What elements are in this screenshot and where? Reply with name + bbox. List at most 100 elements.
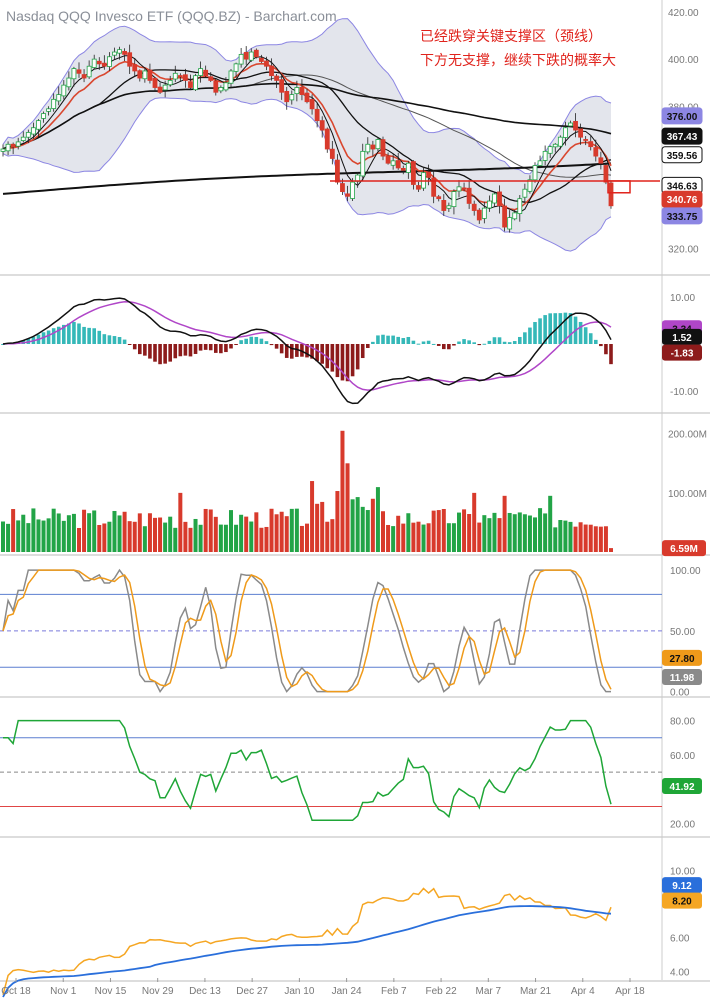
macd-histogram-bar [371,341,375,344]
volume-bar [593,526,598,552]
candle-body [253,49,259,58]
price-tick-label: 400.00 [668,55,699,66]
candle-body [385,155,391,164]
macd-histogram-bar [507,342,512,344]
volume-bar [239,514,244,552]
volume-bar [183,521,188,552]
macd-histogram-bar [401,338,406,344]
macd-histogram-bar [219,344,223,354]
volume-bar [249,521,254,552]
candle-body [243,51,249,60]
volume-bar [340,430,345,552]
macd-histogram-bar [355,344,360,370]
candle-body [466,187,472,204]
volume-bar [330,519,335,552]
candle-body [405,162,411,173]
x-axis-label: Apr 4 [571,986,595,997]
macd-histogram-bar [178,344,183,357]
volume-bar [188,527,193,552]
volume-bar [178,492,183,552]
macd-histogram-bar [594,339,598,344]
macd-histogram-bar [558,313,563,344]
candle-body [41,113,46,119]
volume-bar [375,487,380,552]
macd-histogram-bar [214,344,218,353]
volume-bar [350,499,355,552]
macd-histogram-bar [487,340,492,344]
macd-histogram-bar [117,337,122,344]
x-axis-label: Nov 15 [95,986,127,997]
volatility-tick-label: 10.00 [670,866,695,877]
macd-line [2,297,612,405]
volume-bar [588,524,593,552]
macd-histogram-bar [148,344,152,359]
macd-histogram-bar [588,333,593,344]
macd-histogram-bar [452,344,456,346]
volume-bar [173,527,178,552]
macd-histogram-bar [528,327,532,344]
volume-bar [563,520,568,552]
price-badge-label: 359.56 [667,151,698,162]
macd-histogram-bar [290,344,294,359]
candle-body [142,70,148,80]
candle-body [598,157,604,164]
candle-body [573,120,578,131]
volume-bar [198,524,203,552]
candle-body [497,191,502,207]
candle-body [441,200,447,211]
x-axis-label: Jan 24 [332,986,362,997]
candle-body [182,74,188,81]
macd-histogram-bar [578,321,583,344]
macd-histogram-bar [492,337,497,344]
macd-histogram-bar [568,313,573,344]
candle-body [198,68,204,76]
macd-histogram-bar [107,335,112,344]
macd-histogram-bar [523,332,527,344]
price-badge-label: 376.00 [667,112,698,123]
volume-bar [26,523,31,552]
volume-bar [132,521,137,552]
candle-body [568,122,573,127]
price-badge-label: 346.63 [667,181,698,192]
macd-histogram-bar [153,344,157,362]
volume-bar [299,525,304,552]
macd-histogram-bar [62,324,66,344]
volume-bar [487,518,492,552]
rsi-tick-label: 60.00 [670,751,695,762]
volume-bar [421,524,426,552]
candle-body [137,70,143,79]
candle-body [279,79,285,93]
volume-bar [229,510,233,552]
price-tick-label: 320.00 [668,244,699,255]
macd-histogram-bar [244,338,248,344]
volume-bar [472,492,477,552]
candle-body [375,139,381,150]
candle-body [284,91,290,103]
macd-histogram-bar [583,327,588,344]
candle-body [400,167,406,171]
macd-histogram-bar [193,344,198,354]
volume-bar [193,518,198,552]
volume-bar [264,526,269,552]
x-axis-label: Apr 18 [615,986,645,997]
volume-bar [401,523,406,552]
volume-bar [320,501,325,552]
macd-histogram-bar [295,344,299,357]
candle-body [481,207,487,219]
volume-bar [305,523,309,552]
volume-bar [462,509,467,552]
volume-bar [517,512,522,552]
volume-bar [315,503,320,552]
volatility-60-line [2,905,612,998]
candle-body [101,62,107,67]
candle-body [451,191,457,208]
volume-bar [254,512,259,552]
candle-body [208,76,214,81]
volume-bar [31,508,36,552]
volume-bar [325,521,330,552]
candle-body [527,179,533,192]
macd-histogram-bar [436,344,441,346]
candle-body [274,75,280,81]
candle-body [96,60,102,65]
